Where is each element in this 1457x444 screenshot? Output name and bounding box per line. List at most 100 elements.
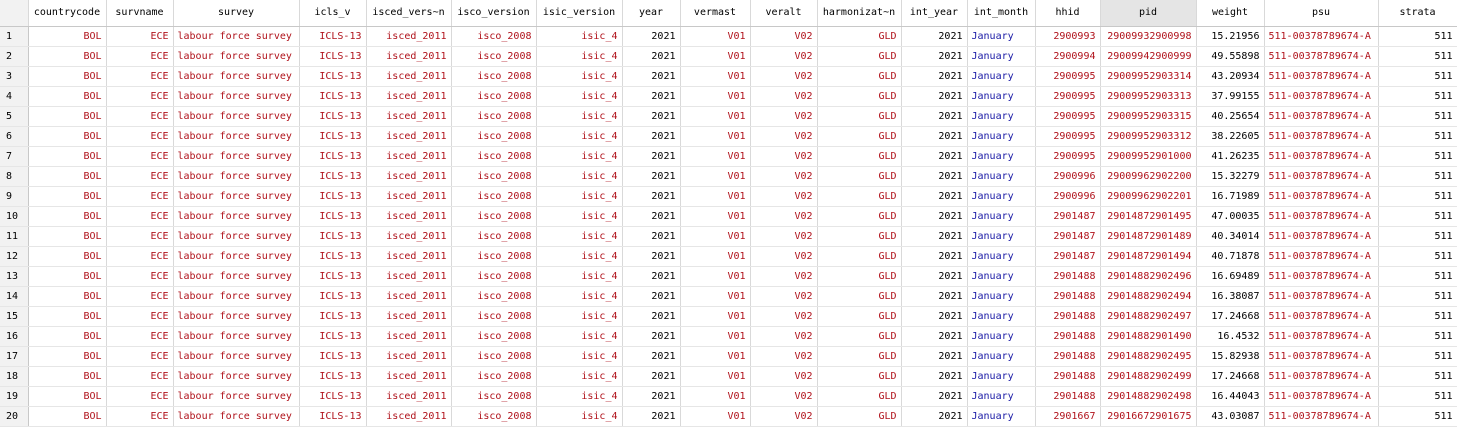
table-cell[interactable]: 2021 — [901, 226, 968, 247]
table-cell[interactable]: labour force survey — [173, 266, 300, 287]
table-cell[interactable]: V02 — [750, 86, 818, 107]
table-cell[interactable]: 2900996 — [1035, 186, 1101, 207]
table-cell[interactable]: 16.44043 — [1196, 386, 1265, 407]
table-cell[interactable]: 40.25654 — [1196, 106, 1265, 127]
column-header[interactable]: hhid — [1035, 0, 1101, 27]
column-header[interactable]: veralt — [750, 0, 818, 27]
table-cell[interactable]: GLD — [817, 86, 902, 107]
table-cell[interactable]: 2021 — [901, 106, 968, 127]
table-cell[interactable]: 2901488 — [1035, 326, 1101, 347]
table-cell[interactable]: isco_2008 — [451, 126, 537, 147]
table-cell[interactable]: GLD — [817, 306, 902, 327]
table-cell[interactable]: V01 — [680, 366, 751, 387]
row-number[interactable]: 14 — [0, 286, 29, 307]
table-cell[interactable]: isic_4 — [536, 106, 623, 127]
table-cell[interactable]: 2900995 — [1035, 66, 1101, 87]
table-cell[interactable]: labour force survey — [173, 26, 300, 47]
table-cell[interactable]: V01 — [680, 46, 751, 67]
table-cell[interactable]: isco_2008 — [451, 206, 537, 227]
table-cell[interactable]: 29014882902498 — [1100, 386, 1197, 407]
table-cell[interactable]: 29009942900999 — [1100, 46, 1197, 67]
table-cell[interactable]: BOL — [28, 206, 107, 227]
table-cell[interactable]: January — [967, 186, 1036, 207]
table-cell[interactable]: BOL — [28, 106, 107, 127]
table-cell[interactable]: V01 — [680, 86, 751, 107]
row-number[interactable]: 12 — [0, 246, 29, 267]
table-cell[interactable]: V02 — [750, 46, 818, 67]
table-cell[interactable]: 2021 — [622, 226, 681, 247]
table-cell[interactable]: GLD — [817, 166, 902, 187]
table-cell[interactable]: January — [967, 346, 1036, 367]
table-cell[interactable]: 511 — [1378, 306, 1457, 327]
table-cell[interactable]: ICLS-13 — [299, 166, 367, 187]
table-cell[interactable]: isced_2011 — [366, 246, 452, 267]
table-cell[interactable]: January — [967, 166, 1036, 187]
table-cell[interactable]: 15.82938 — [1196, 346, 1265, 367]
table-cell[interactable]: 29009932900998 — [1100, 26, 1197, 47]
table-cell[interactable]: V02 — [750, 286, 818, 307]
table-cell[interactable]: ICLS-13 — [299, 206, 367, 227]
table-cell[interactable]: 2021 — [622, 326, 681, 347]
table-cell[interactable]: 2021 — [901, 166, 968, 187]
table-cell[interactable]: isic_4 — [536, 266, 623, 287]
table-cell[interactable]: 511 — [1378, 366, 1457, 387]
table-cell[interactable]: 29014882902497 — [1100, 306, 1197, 327]
table-cell[interactable]: 511 — [1378, 406, 1457, 427]
table-cell[interactable]: January — [967, 86, 1036, 107]
table-cell[interactable]: 511-00378789674-A — [1264, 406, 1379, 427]
table-cell[interactable]: isco_2008 — [451, 386, 537, 407]
table-cell[interactable]: 511 — [1378, 266, 1457, 287]
table-cell[interactable]: isco_2008 — [451, 46, 537, 67]
table-cell[interactable]: 511 — [1378, 346, 1457, 367]
table-cell[interactable]: GLD — [817, 286, 902, 307]
table-cell[interactable]: ICLS-13 — [299, 46, 367, 67]
table-cell[interactable]: BOL — [28, 66, 107, 87]
table-cell[interactable]: 2021 — [901, 306, 968, 327]
column-header[interactable]: psu — [1264, 0, 1379, 27]
table-cell[interactable]: 2900995 — [1035, 86, 1101, 107]
table-cell[interactable]: isco_2008 — [451, 166, 537, 187]
table-cell[interactable]: January — [967, 146, 1036, 167]
table-cell[interactable]: GLD — [817, 346, 902, 367]
table-cell[interactable]: 511 — [1378, 226, 1457, 247]
table-cell[interactable]: GLD — [817, 106, 902, 127]
table-cell[interactable]: BOL — [28, 346, 107, 367]
table-cell[interactable]: GLD — [817, 206, 902, 227]
table-cell[interactable]: isco_2008 — [451, 186, 537, 207]
table-cell[interactable]: ICLS-13 — [299, 246, 367, 267]
table-cell[interactable]: GLD — [817, 366, 902, 387]
table-cell[interactable]: 2901667 — [1035, 406, 1101, 427]
table-cell[interactable]: isced_2011 — [366, 26, 452, 47]
table-cell[interactable]: 511 — [1378, 46, 1457, 67]
table-cell[interactable]: 511-00378789674-A — [1264, 266, 1379, 287]
table-cell[interactable]: BOL — [28, 286, 107, 307]
table-cell[interactable]: 2900995 — [1035, 106, 1101, 127]
table-cell[interactable]: 29014882902494 — [1100, 286, 1197, 307]
table-cell[interactable]: 2900995 — [1035, 146, 1101, 167]
table-cell[interactable]: 29009952901000 — [1100, 146, 1197, 167]
table-cell[interactable]: January — [967, 26, 1036, 47]
table-cell[interactable]: isco_2008 — [451, 66, 537, 87]
table-cell[interactable]: V02 — [750, 406, 818, 427]
column-header[interactable]: int_year — [901, 0, 968, 27]
table-cell[interactable]: V01 — [680, 226, 751, 247]
table-cell[interactable]: ECE — [106, 366, 174, 387]
table-cell[interactable]: isic_4 — [536, 146, 623, 167]
table-cell[interactable]: 2021 — [901, 406, 968, 427]
table-cell[interactable]: January — [967, 106, 1036, 127]
table-cell[interactable]: labour force survey — [173, 46, 300, 67]
table-cell[interactable]: BOL — [28, 406, 107, 427]
table-cell[interactable]: 511 — [1378, 286, 1457, 307]
table-cell[interactable]: January — [967, 366, 1036, 387]
table-cell[interactable]: 16.4532 — [1196, 326, 1265, 347]
table-cell[interactable]: V02 — [750, 246, 818, 267]
table-cell[interactable]: 2021 — [622, 66, 681, 87]
table-cell[interactable]: isced_2011 — [366, 126, 452, 147]
table-cell[interactable]: 2021 — [901, 26, 968, 47]
row-number[interactable]: 2 — [0, 46, 29, 67]
table-cell[interactable]: labour force survey — [173, 306, 300, 327]
table-cell[interactable]: 29009952903312 — [1100, 126, 1197, 147]
table-cell[interactable]: 2021 — [622, 126, 681, 147]
column-header[interactable]: isced_vers~n — [366, 0, 452, 27]
